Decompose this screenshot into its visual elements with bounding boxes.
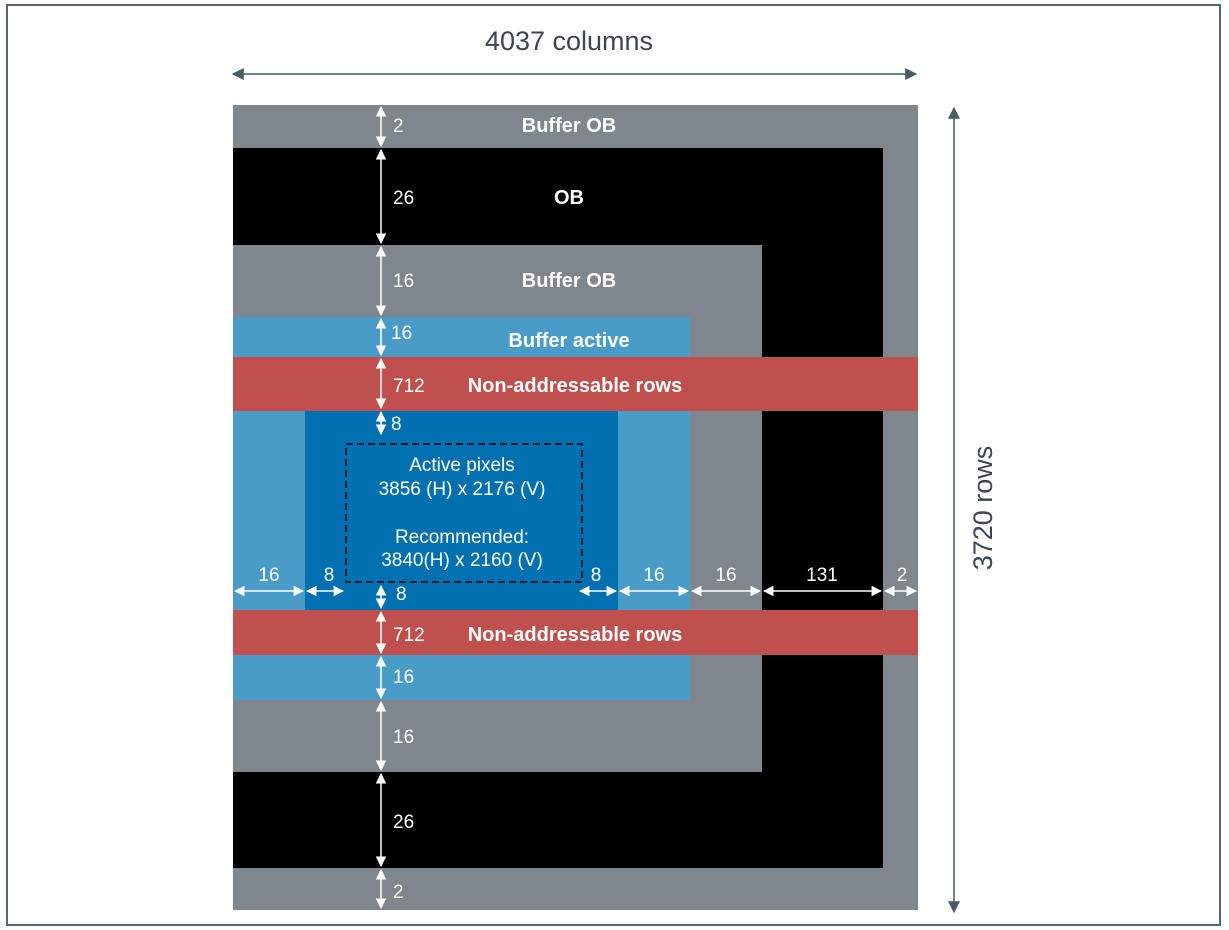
non-addressable-rows-top (233, 357, 918, 411)
dim-buffer-active-bottom: 16 (393, 667, 414, 688)
active-pixels-title: Active pixels (409, 455, 515, 476)
recommended-title: Recommended: (395, 527, 529, 548)
non-addressable-rows-bottom (233, 610, 918, 655)
dim-buffer-ob-top: 2 (393, 116, 404, 137)
dim-ob-right: 131 (806, 565, 838, 586)
active-pixels-size: 3856 (H) x 2176 (V) (379, 479, 546, 500)
dim-non-addressable-bottom: 712 (393, 625, 425, 646)
dim-active-margin-top: 8 (391, 414, 402, 435)
dim-active-margin-left: 8 (324, 565, 335, 586)
dim-active-margin-right: 8 (591, 565, 602, 586)
non-addressable-top-label: Non-addressable rows (468, 375, 683, 397)
rows-label: 3720 rows (968, 446, 998, 571)
dim-buffer-ob-right: 16 (715, 565, 736, 586)
dim-buffer-ob-outer-right: 2 (897, 565, 908, 586)
dim-non-addressable-top: 712 (393, 376, 425, 397)
ob-label: OB (554, 187, 584, 209)
columns-label: 4037 columns (485, 26, 653, 56)
dim-buffer-ob-inner-bottom: 16 (393, 727, 414, 748)
dim-buffer-active-top: 16 (391, 323, 412, 344)
buffer-ob-inner-label: Buffer OB (522, 270, 616, 292)
dim-buffer-ob-inner-top: 16 (393, 271, 414, 292)
recommended-size: 3840(H) x 2160 (V) (381, 550, 543, 571)
buffer-ob-top-label: Buffer OB (522, 115, 616, 137)
dim-ob-top: 26 (393, 188, 414, 209)
dim-buffer-ob-bottom: 2 (393, 882, 404, 903)
dim-ob-bottom: 26 (393, 812, 414, 833)
dim-buffer-active-right: 16 (643, 565, 664, 586)
dim-buffer-active-left: 16 (258, 565, 279, 586)
active-pixels-region (305, 410, 618, 610)
buffer-active-label: Buffer active (508, 330, 629, 352)
non-addressable-bottom-label: Non-addressable rows (468, 624, 683, 646)
dim-active-margin-bottom: 8 (396, 584, 407, 605)
